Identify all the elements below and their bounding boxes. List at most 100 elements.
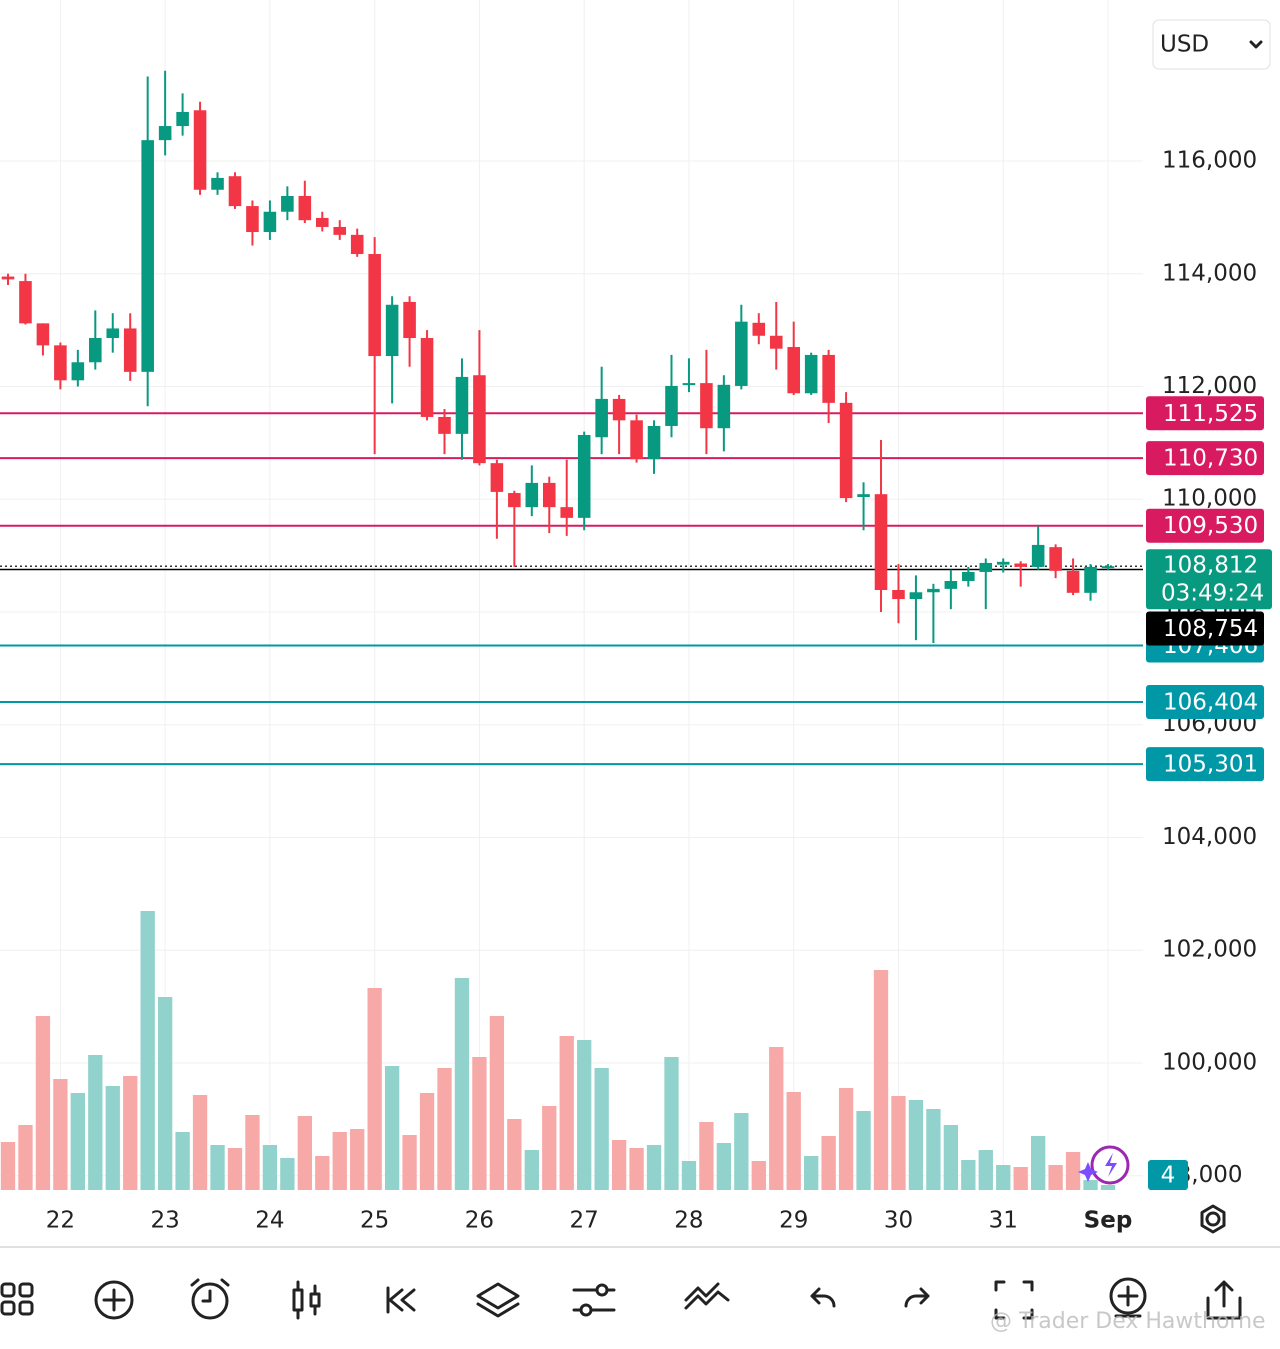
alert-icon[interactable] bbox=[190, 1278, 230, 1320]
candle-body bbox=[19, 281, 32, 324]
candle-body bbox=[874, 494, 888, 591]
candle-body bbox=[560, 507, 574, 518]
volume-bar bbox=[437, 1068, 452, 1190]
volume-badge: 4 bbox=[1161, 1163, 1176, 1189]
volume-bar bbox=[769, 1047, 784, 1190]
candle-body bbox=[979, 562, 993, 572]
candle-body bbox=[211, 177, 224, 190]
volume-bar bbox=[262, 1145, 278, 1190]
candle-body bbox=[141, 140, 154, 372]
assistant-icon[interactable] bbox=[1078, 1145, 1130, 1185]
settings-sliders-icon[interactable] bbox=[572, 1283, 616, 1317]
candle-body bbox=[700, 383, 713, 429]
toolbar bbox=[0, 1277, 1242, 1320]
y-tick-label: 114,000 bbox=[1162, 260, 1257, 286]
candle-body bbox=[1014, 563, 1027, 567]
candle-body bbox=[996, 561, 1010, 565]
price-line-tag-box bbox=[1146, 684, 1264, 719]
volume-bar bbox=[157, 997, 173, 1190]
candle-body bbox=[316, 217, 329, 227]
volume-bar bbox=[227, 1148, 243, 1190]
plot: 22 23 24 25 26 27 28 29 30 31 Sep98,000100,000102,… bbox=[0, 0, 1272, 1234]
candle-body bbox=[420, 338, 434, 417]
volume-bar bbox=[786, 1092, 801, 1190]
last-price-label: 108,754 bbox=[1163, 616, 1258, 642]
x-tick-label: 31 bbox=[989, 1208, 1018, 1234]
y-tick-label: 100,000 bbox=[1162, 1049, 1257, 1075]
candle-body bbox=[368, 254, 381, 357]
volume-bar bbox=[35, 1016, 51, 1190]
candles-icon[interactable] bbox=[292, 1280, 321, 1320]
candle-body bbox=[665, 385, 678, 426]
candle-body bbox=[647, 425, 661, 460]
candle-body bbox=[438, 416, 451, 434]
candle-body bbox=[735, 321, 748, 386]
volume-bar bbox=[123, 1076, 138, 1190]
candle-body bbox=[385, 304, 399, 357]
zoom-icon[interactable] bbox=[1109, 1277, 1147, 1318]
candle-body bbox=[1, 276, 15, 280]
price-line-label: 110,730 bbox=[1163, 446, 1258, 472]
candle-body bbox=[263, 211, 277, 233]
price-line-tag-box bbox=[1146, 508, 1264, 543]
volume-bar bbox=[315, 1156, 330, 1190]
candle-body bbox=[1084, 566, 1097, 593]
volume-bar bbox=[1013, 1167, 1028, 1190]
candle-body bbox=[542, 482, 556, 508]
currency-label[interactable]: USD bbox=[1160, 32, 1209, 58]
volume-bar bbox=[838, 1088, 854, 1190]
volume-bar bbox=[245, 1115, 260, 1190]
x-tick-label: 26 bbox=[465, 1208, 494, 1234]
volume-bar bbox=[821, 1136, 836, 1190]
volume-bar bbox=[1100, 1185, 1116, 1190]
x-tick-label: 28 bbox=[674, 1208, 703, 1234]
volume-bar bbox=[18, 1125, 33, 1190]
add-icon[interactable] bbox=[94, 1280, 134, 1320]
volume-bar bbox=[297, 1116, 312, 1190]
volume-bar bbox=[1083, 1180, 1098, 1190]
undo-icon[interactable] bbox=[810, 1287, 836, 1308]
current-price-label: 108,812 bbox=[1163, 553, 1258, 579]
volume-bar bbox=[1065, 1152, 1081, 1190]
redo-icon[interactable] bbox=[904, 1287, 930, 1308]
volume-bar bbox=[978, 1150, 993, 1190]
grid-icon[interactable] bbox=[0, 1282, 34, 1316]
watermark: @ Trader Dex Hawthorne bbox=[990, 1309, 1266, 1334]
candle-body bbox=[228, 176, 242, 207]
candle-body bbox=[176, 111, 189, 127]
price-line-tag-box bbox=[1146, 441, 1264, 476]
replay-icon[interactable] bbox=[386, 1286, 416, 1314]
volume-bar bbox=[1031, 1136, 1046, 1190]
volume-bar bbox=[472, 1057, 487, 1190]
candle-body bbox=[1101, 566, 1115, 569]
draw-icon[interactable] bbox=[684, 1282, 730, 1310]
share-icon[interactable] bbox=[1206, 1280, 1242, 1320]
volume-bar bbox=[542, 1106, 557, 1190]
candle-body bbox=[944, 580, 958, 589]
layers-icon[interactable] bbox=[476, 1282, 520, 1318]
currency-box[interactable] bbox=[1152, 19, 1271, 70]
price-line-label: 106,404 bbox=[1163, 689, 1258, 715]
currency-select[interactable]: USD bbox=[1152, 19, 1271, 70]
volume-bar bbox=[646, 1145, 662, 1190]
volume-bar bbox=[1048, 1165, 1063, 1190]
y-tick-label: 104,000 bbox=[1162, 824, 1257, 850]
candle-body bbox=[682, 383, 696, 386]
candle-body bbox=[350, 234, 364, 255]
volume-bar bbox=[419, 1093, 435, 1190]
candle-body bbox=[822, 354, 835, 403]
candle-body bbox=[927, 588, 940, 593]
volume-bar bbox=[192, 1095, 208, 1190]
candle-body bbox=[508, 493, 521, 508]
assistant-spark bbox=[1078, 1162, 1098, 1182]
y-tick-label: 110,000 bbox=[1162, 486, 1257, 512]
settings-icon[interactable] bbox=[1200, 1204, 1226, 1234]
volume-bar bbox=[908, 1100, 924, 1190]
fullscreen-icon[interactable] bbox=[994, 1280, 1034, 1320]
candle-body bbox=[403, 301, 416, 339]
volume-bar bbox=[734, 1113, 749, 1190]
volume-bar bbox=[88, 1055, 103, 1190]
volume-bar bbox=[961, 1160, 976, 1190]
candle-body bbox=[1031, 544, 1045, 567]
candle-body bbox=[769, 335, 783, 349]
